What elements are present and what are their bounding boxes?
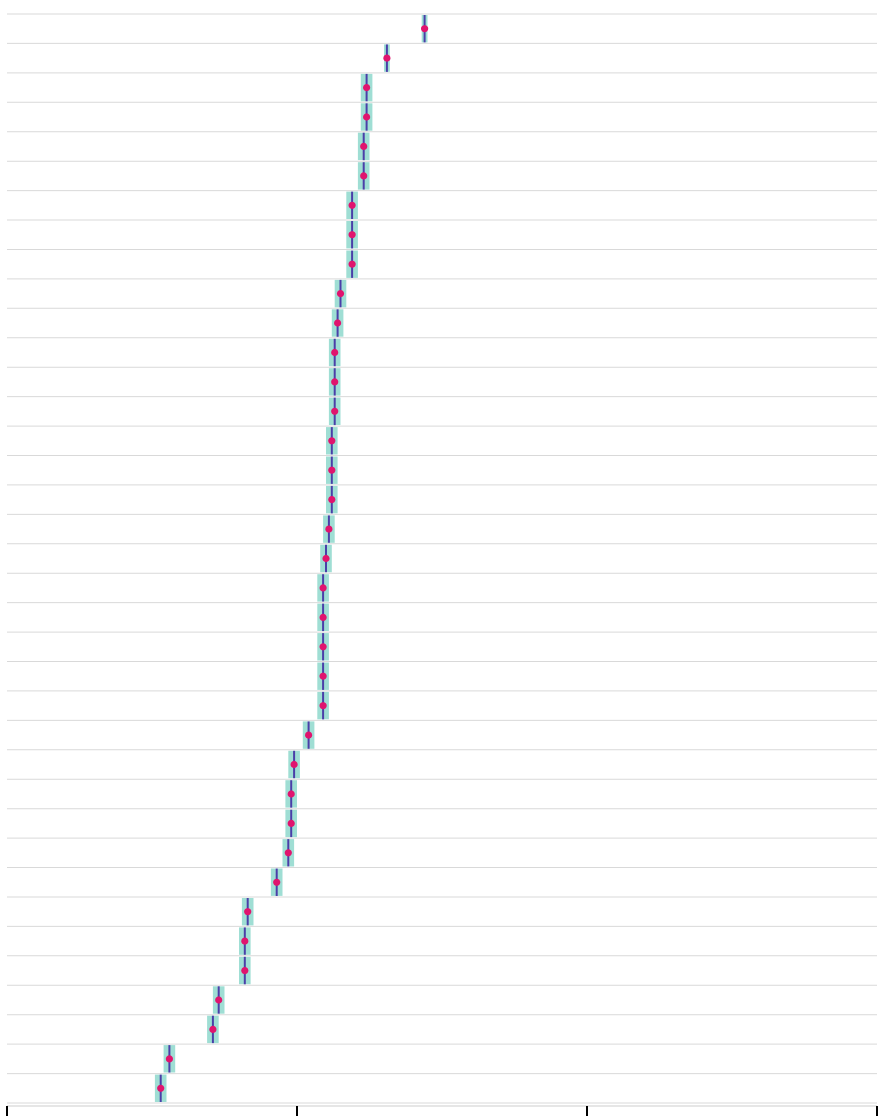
data-point <box>305 731 313 739</box>
data-point <box>331 348 339 357</box>
data-point <box>244 908 252 916</box>
data-point <box>348 201 356 209</box>
data-point <box>319 643 327 651</box>
data-point <box>157 1084 165 1092</box>
data-point <box>363 84 371 92</box>
data-point <box>322 554 330 563</box>
data-point <box>383 54 391 62</box>
data-point <box>319 613 327 622</box>
data-point <box>328 466 336 474</box>
data-point <box>165 1055 173 1063</box>
data-point <box>325 525 333 533</box>
data-point <box>241 937 249 945</box>
data-point <box>273 878 281 886</box>
data-point <box>319 702 327 710</box>
data-point <box>334 319 342 327</box>
data-point <box>287 819 295 828</box>
x-axis <box>6 1105 878 1116</box>
data-point <box>241 967 249 975</box>
data-point <box>336 290 345 298</box>
interval-lines <box>159 15 426 1102</box>
data-point <box>331 378 339 386</box>
data-point <box>363 113 371 121</box>
data-point <box>331 407 339 415</box>
data-point <box>319 672 327 680</box>
data-point <box>348 231 356 239</box>
data-point <box>209 1025 217 1033</box>
data-points <box>157 25 429 1092</box>
data-point <box>290 760 298 769</box>
data-point <box>360 142 368 150</box>
data-point <box>287 790 295 798</box>
gridlines <box>7 13 877 1104</box>
data-point <box>421 25 429 33</box>
data-point <box>215 996 223 1004</box>
data-point <box>284 849 292 857</box>
data-point <box>360 172 368 180</box>
data-point <box>328 437 336 445</box>
data-point <box>328 496 336 504</box>
interval-bands <box>154 15 428 1102</box>
data-point <box>348 260 356 268</box>
data-point <box>319 584 327 592</box>
